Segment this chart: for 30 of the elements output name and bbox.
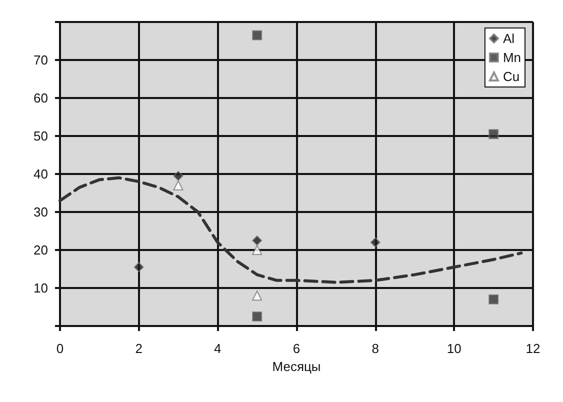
x-tick-label: 12: [526, 341, 540, 356]
point: [252, 290, 262, 301]
y-tick-label: 70: [34, 52, 48, 68]
x-tick-label: 2: [135, 341, 142, 356]
y-tick-label: 40: [34, 166, 48, 182]
point: [252, 236, 262, 246]
point: [252, 312, 262, 322]
x-tick-label: 4: [214, 341, 222, 356]
x-tick-label: 6: [292, 341, 300, 356]
point: [173, 170, 184, 181]
y-tick-label: 30: [34, 204, 48, 220]
x-axis-title: Месяцы: [272, 358, 321, 374]
y-tick-label: 50: [34, 128, 48, 144]
legend-label: Cu: [502, 69, 520, 84]
line-series: [58, 176, 523, 284]
point: [173, 180, 184, 190]
point: [488, 129, 499, 140]
legend-label: Mn: [502, 50, 522, 65]
x-tick-label: 10: [446, 341, 462, 356]
x-tick-label: 8: [372, 341, 379, 356]
x-tick-label: 0: [56, 341, 64, 356]
point: [134, 262, 144, 272]
legend-label: Al: [502, 31, 515, 46]
y-tick-label: 60: [34, 90, 48, 106]
point: [252, 245, 262, 255]
point: [370, 237, 380, 248]
y-tick-label: 20: [34, 242, 48, 258]
point: [252, 30, 262, 40]
y-tick-label: 10: [34, 280, 48, 296]
point: [488, 294, 499, 304]
